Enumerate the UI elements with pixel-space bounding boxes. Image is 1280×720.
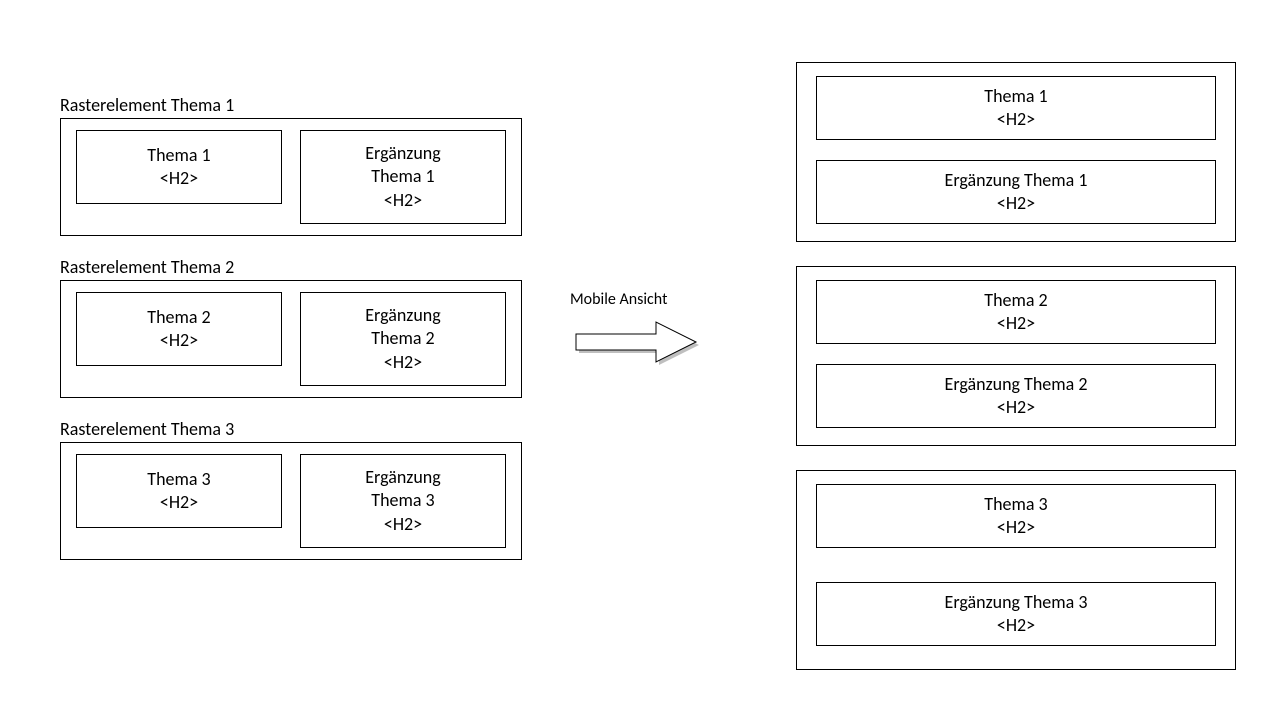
cell-title: Thema 3: [984, 493, 1047, 516]
mobile-1-cell-thema: Thema 1 <H2>: [816, 76, 1216, 140]
raster-3-cell-thema: Thema 3 <H2>: [76, 454, 282, 528]
raster-2-cell-thema: Thema 2 <H2>: [76, 292, 282, 366]
raster-1-cell-thema: Thema 1 <H2>: [76, 130, 282, 204]
cell-sub: <H2>: [160, 167, 198, 190]
arrow-label: Mobile Ansicht: [570, 290, 667, 309]
mobile-3-cell-thema: Thema 3 <H2>: [816, 484, 1216, 548]
cell-title: Ergänzung: [365, 304, 440, 327]
mobile-1-cell-ergaenzung: Ergänzung Thema 1 <H2>: [816, 160, 1216, 224]
cell-sub: <H2>: [160, 491, 198, 514]
raster-1-cell-ergaenzung: Ergänzung Thema 1 <H2>: [300, 130, 506, 224]
mobile-2-cell-thema: Thema 2 <H2>: [816, 280, 1216, 344]
cell-sub: <H2>: [997, 516, 1035, 539]
cell-sub: <H2>: [384, 351, 422, 374]
cell-sub: <H2>: [997, 108, 1035, 131]
diagram-stage: { "type": "diagram", "canvas": { "width"…: [0, 0, 1280, 720]
raster-label-2: Rasterelement Thema 2: [60, 256, 234, 278]
cell-sub: <H2>: [997, 312, 1035, 335]
cell-sub: <H2>: [384, 513, 422, 536]
raster-3-cell-ergaenzung: Ergänzung Thema 3 <H2>: [300, 454, 506, 548]
cell-title: Ergänzung Thema 2: [945, 373, 1088, 396]
cell-title: Thema 2: [147, 306, 210, 329]
raster-label-3: Rasterelement Thema 3: [60, 418, 234, 440]
cell-sub: <H2>: [997, 614, 1035, 637]
cell-title: Ergänzung: [365, 142, 440, 165]
cell-title: Ergänzung Thema 3: [945, 591, 1088, 614]
cell-title: Thema 3: [147, 468, 210, 491]
raster-label-1: Rasterelement Thema 1: [60, 94, 234, 116]
cell-title: Thema 2: [984, 289, 1047, 312]
raster-2-cell-ergaenzung: Ergänzung Thema 2 <H2>: [300, 292, 506, 386]
cell-sub: <H2>: [384, 189, 422, 212]
cell-sub: <H2>: [997, 396, 1035, 419]
cell-sub: <H2>: [997, 192, 1035, 215]
cell-title: Ergänzung: [365, 466, 440, 489]
cell-sub: <H2>: [160, 329, 198, 352]
cell-title: Thema 1: [147, 144, 210, 167]
cell-title: Ergänzung Thema 1: [945, 169, 1088, 192]
cell-mid: Thema 3: [371, 489, 434, 512]
cell-mid: Thema 2: [371, 327, 434, 350]
cell-mid: Thema 1: [371, 165, 434, 188]
arrow-right-icon: [572, 316, 700, 368]
mobile-3-cell-ergaenzung: Ergänzung Thema 3 <H2>: [816, 582, 1216, 646]
mobile-2-cell-ergaenzung: Ergänzung Thema 2 <H2>: [816, 364, 1216, 428]
cell-title: Thema 1: [984, 85, 1047, 108]
